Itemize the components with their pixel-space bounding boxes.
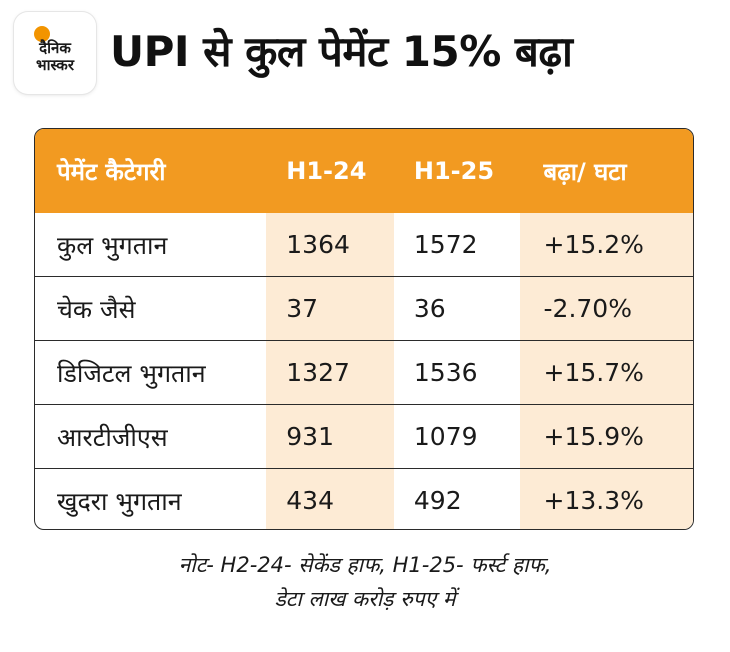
footnote-line1: नोट- H2-24- सेकेंड हाफ, H1-25- फर्स्ट हा… [178,553,552,577]
cell-change: -2.70% [519,277,693,340]
cell-h1-25: 1079 [413,422,478,451]
cell-category: चेक जैसे [57,294,136,324]
sun-icon [34,26,50,42]
header-change: बढ़ा/ घटा [543,157,627,186]
table-header: पेमेंट कैटेगरी H1-24 H1-25 बढ़ा/ घटा [35,129,693,213]
page-title: UPI से कुल पेमेंट 15% बढ़ा [110,27,573,76]
header-h1-24: H1-24 [286,157,367,185]
cell-category: खुदरा भुगतान [57,486,182,516]
brand-line1: दैनिक [39,39,71,57]
cell-h1-25: 1572 [413,230,478,259]
table-row: चेक जैसे 37 36 -2.70% [35,276,693,340]
header-h1-25: H1-25 [413,157,495,185]
cell-change: +13.3% [519,469,693,529]
cell-category: आरटीजीएस [57,422,168,452]
table-row: कुल भुगतान 1364 1572 +15.2% [35,213,693,276]
cell-category: कुल भुगतान [57,230,168,260]
data-table: पेमेंट कैटेगरी H1-24 H1-25 बढ़ा/ घटा कुल… [34,128,694,530]
cell-h1-24: 931 [266,405,394,468]
cell-h1-25: 492 [413,486,462,515]
table-row: आरटीजीएस 931 1079 +15.9% [35,404,693,468]
cell-h1-24: 1364 [266,213,394,276]
footnote: नोट- H2-24- सेकेंड हाफ, H1-25- फर्स्ट हा… [0,548,730,616]
table-row: खुदरा भुगतान 434 492 +13.3% [35,468,693,529]
cell-h1-24: 1327 [266,341,394,404]
cell-h1-25: 36 [413,294,446,323]
cell-change: +15.9% [519,405,693,468]
cell-category: डिजिटल भुगतान [57,358,206,388]
cell-change: +15.7% [519,341,693,404]
cell-h1-24: 37 [266,277,394,340]
footnote-line2: डेटा लाख करोड़ रुपए में [274,587,456,611]
table-body: कुल भुगतान 1364 1572 +15.2% चेक जैसे 37 … [35,213,693,529]
cell-h1-24: 434 [266,469,394,529]
cell-h1-25: 1536 [413,358,478,387]
brand-logo: दैनिक भास्कर [14,12,96,94]
cell-change: +15.2% [519,213,693,276]
brand-line2: भास्कर [36,56,74,74]
header-category: पेमेंट कैटेगरी [57,157,166,186]
table-row: डिजिटल भुगतान 1327 1536 +15.7% [35,340,693,404]
